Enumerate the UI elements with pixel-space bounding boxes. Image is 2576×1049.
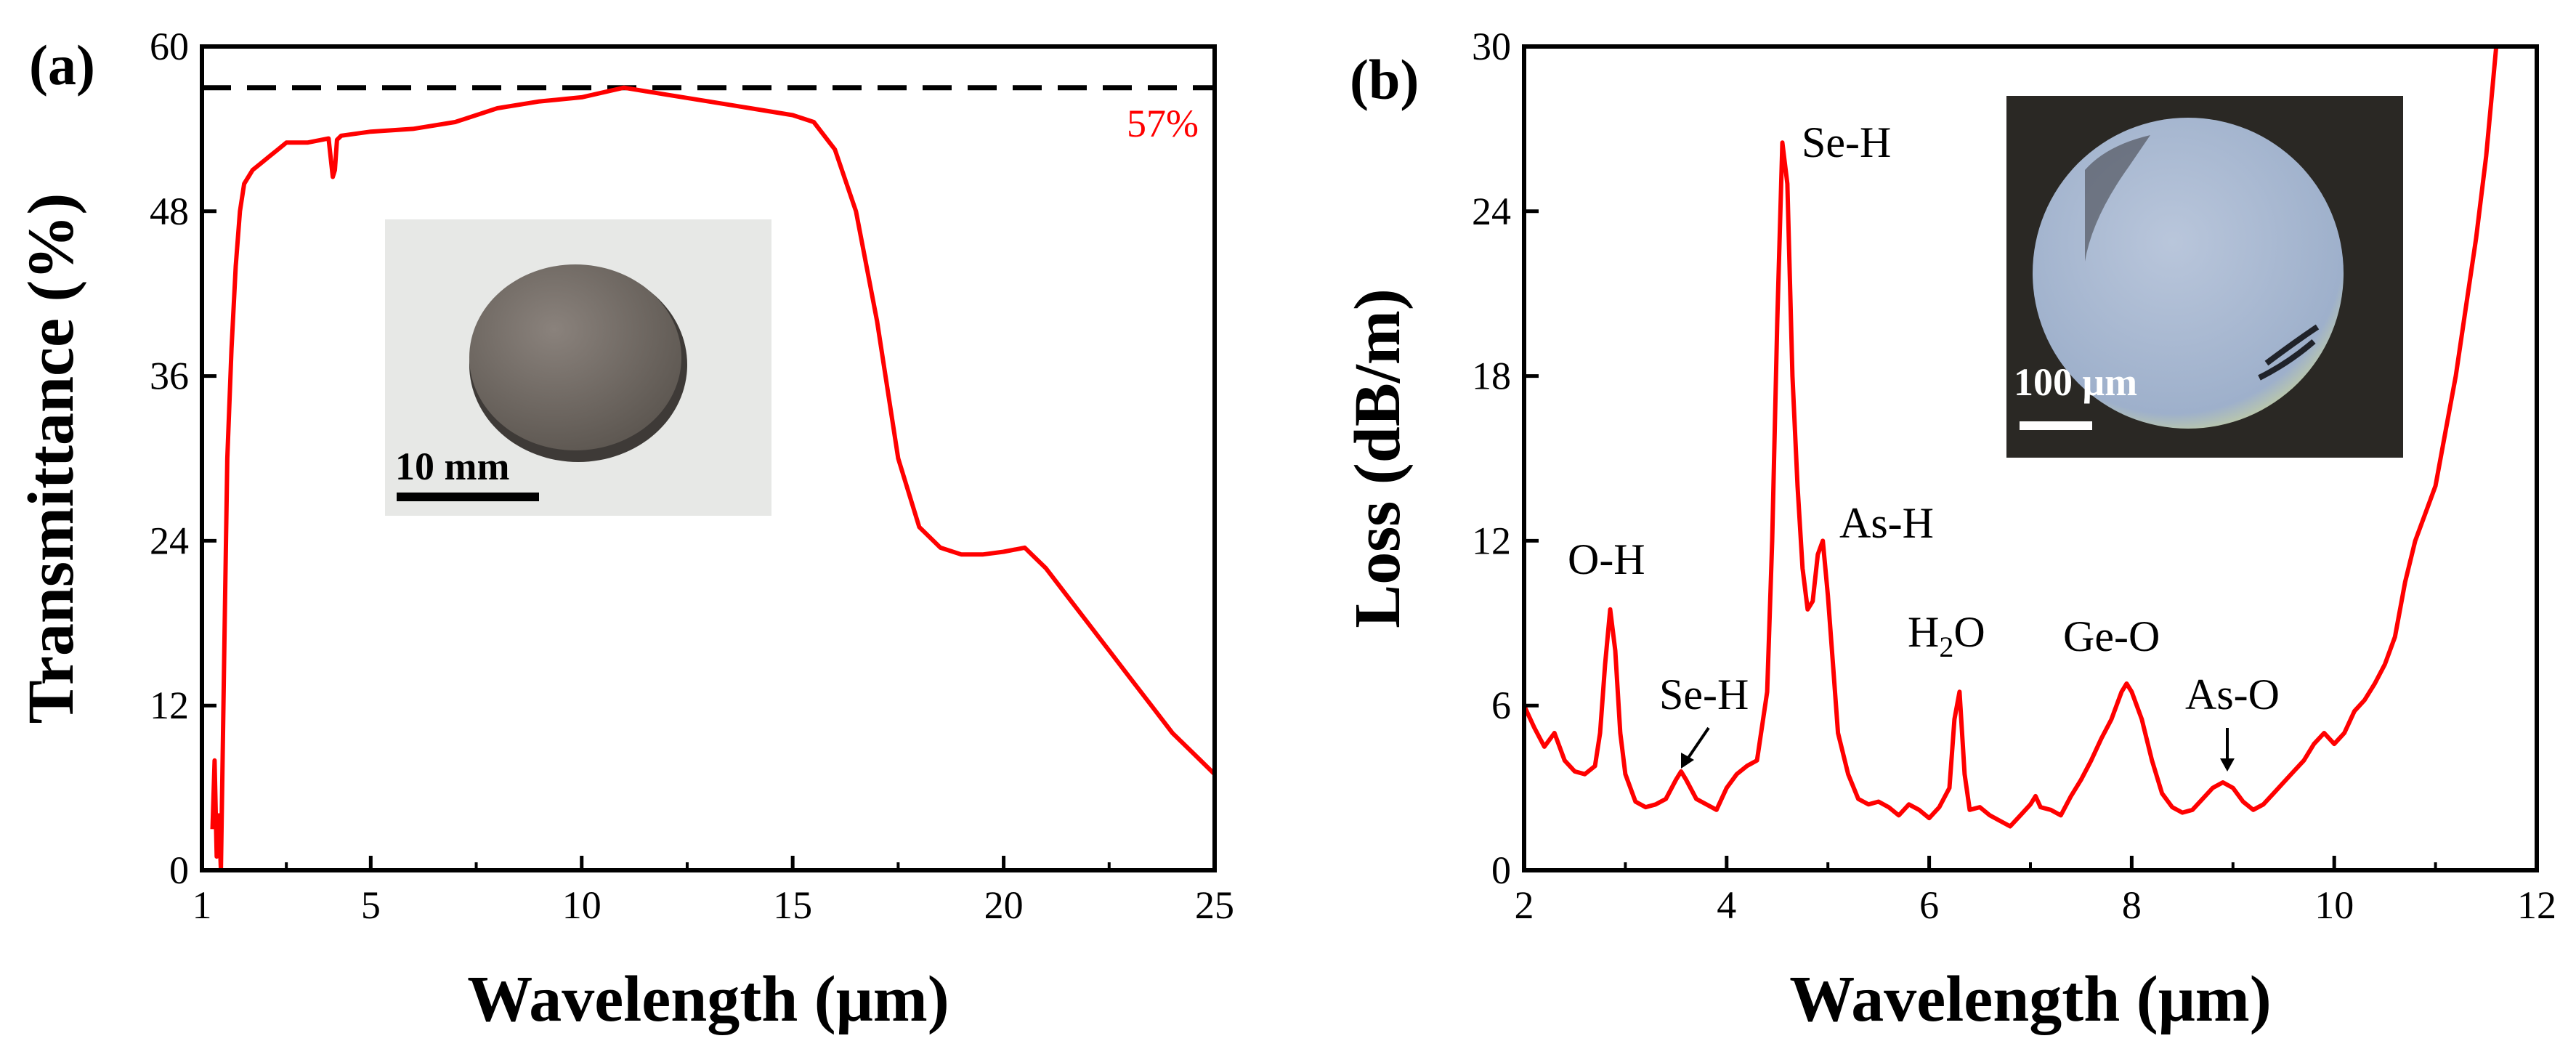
y-tick-label: 24: [150, 519, 189, 562]
y-axis-title-b: Loss (dB/m): [1342, 288, 1414, 628]
y-tick-label: 60: [150, 25, 189, 68]
y-tick-label: 18: [1472, 355, 1511, 398]
x-tick-label: 25: [1195, 883, 1234, 927]
inset-photo-b: 100 μm: [2006, 96, 2403, 458]
x-tick-label: 10: [562, 883, 602, 927]
panel-b: (b) 100 μm Se-H O-H Se-H As-H H2O Ge-O A…: [1342, 25, 2556, 1035]
y-tick-label: 6: [1491, 684, 1511, 727]
panel-a-label: (a): [29, 33, 95, 97]
arrow-se-h: [1685, 726, 1710, 761]
x-tick-label: 8: [2122, 883, 2142, 927]
annotation-h2o: H2O: [1908, 608, 1985, 663]
x-axis-title-a: Wavelength (μm): [467, 963, 949, 1035]
series-loss-line: [1524, 46, 2499, 829]
y-tick-label: 30: [1472, 25, 1511, 68]
inset-b-fiber-cracks: [2258, 324, 2320, 381]
annotation-se-h-main: Se-H: [1802, 118, 1891, 166]
panel-b-label: (b): [1350, 48, 1419, 111]
x-tick-label: 1: [193, 883, 212, 927]
inset-b-scale-label: 100 μm: [2014, 360, 2137, 404]
annotation-ge-o: Ge-O: [2063, 612, 2160, 660]
arrow-se-h-head: [1681, 753, 1694, 769]
inset-b-scale-bar: [2020, 421, 2092, 430]
inset-a-scale-bar: [397, 493, 539, 501]
y-tick-label: 0: [1491, 848, 1511, 892]
annotation-se-h-small: Se-H: [1659, 671, 1749, 718]
x-tick-label: 5: [361, 883, 381, 927]
x-tick-label: 15: [773, 883, 812, 927]
annotation-arrows: [1681, 726, 2235, 771]
inset-a-scale-label: 10 mm: [395, 445, 509, 488]
y-tick-label: 12: [150, 684, 189, 727]
x-tick-label: 12: [2517, 883, 2556, 927]
x-tick-label: 20: [984, 883, 1024, 927]
x-tick-label: 6: [1919, 883, 1939, 927]
inset-a-disk: [469, 264, 681, 450]
x-tick-label: 2: [1515, 883, 1534, 927]
x-tick-label: 10: [2314, 883, 2354, 927]
annotation-57-percent: 57%: [1127, 102, 1199, 145]
y-tick-label: 0: [169, 848, 189, 892]
annotation-as-h: As-H: [1839, 499, 1934, 547]
series-transmittance-line: [210, 85, 1215, 870]
annotation-as-o: As-O: [2185, 671, 2280, 718]
y-tick-label: 36: [150, 355, 189, 398]
annotation-o-h: O-H: [1568, 535, 1645, 583]
inset-b-fiber-shadow: [2085, 135, 2150, 262]
y-tick-label: 48: [150, 190, 189, 233]
inset-b-fiber: [2033, 118, 2344, 429]
axes-a-frame: [200, 44, 1217, 872]
inset-photo-a: 10 mm: [385, 219, 771, 516]
y-tick-label: 24: [1472, 190, 1511, 233]
x-axis-title-b: Wavelength (μm): [1789, 963, 2271, 1035]
arrow-as-o-head: [2220, 758, 2235, 771]
x-tick-label: 4: [1717, 883, 1736, 927]
y-tick-label: 12: [1472, 519, 1511, 562]
y-axis-title-a: Transmittance (%): [15, 193, 87, 724]
